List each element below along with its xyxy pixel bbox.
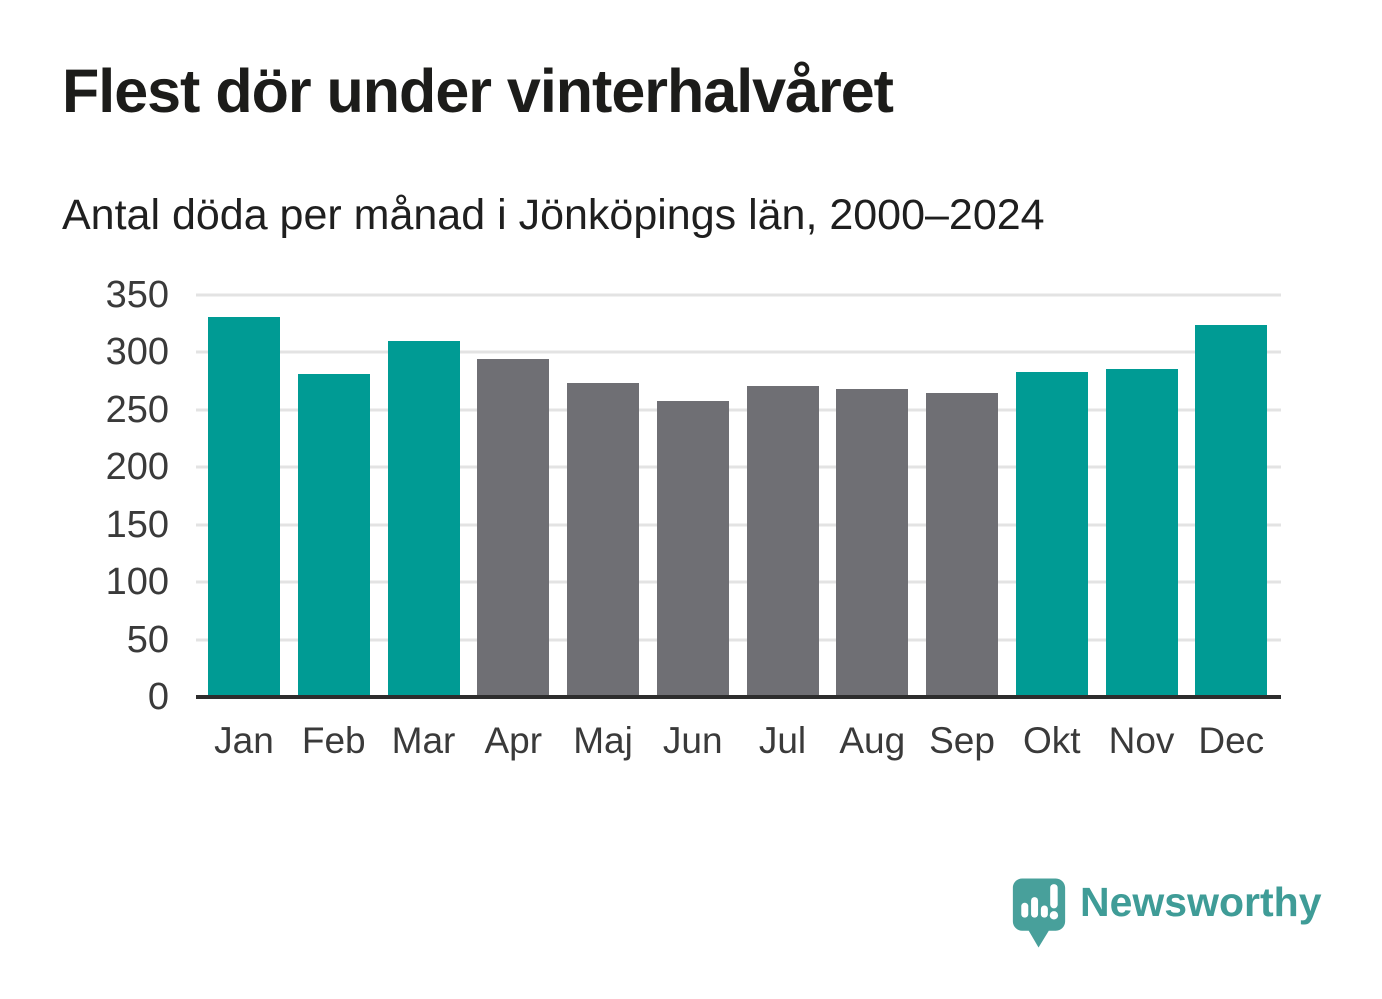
- bar-feb: [297, 374, 370, 697]
- y-axis-tick-label-200: 200: [105, 446, 169, 489]
- x-axis-tick-label-dec: Dec: [1198, 720, 1265, 761]
- newsworthy-speech-bubble-chart-icon: [1012, 878, 1066, 948]
- bar-jul: [746, 385, 819, 697]
- x-axis-labels: Jan Feb Mar Apr Maj Jun Jul Aug Sep Okt Nov Dec: [196, 295, 1281, 759]
- gridline-200: [196, 465, 1281, 469]
- bar-jan: [208, 316, 280, 697]
- y-axis-tick-label-250: 250: [105, 388, 169, 431]
- gridline-250: [196, 408, 1281, 412]
- x-axis-tick-label-jan: Jan: [214, 720, 274, 761]
- x-axis-tick-label-mar: Mar: [391, 720, 456, 761]
- x-axis-tick-label-feb: Feb: [301, 720, 366, 761]
- newsworthy-logo-text: Newsworthy: [1080, 879, 1322, 925]
- x-axis-tick-label-jun: Jun: [662, 720, 723, 761]
- y-axis-labels: 0 50 100 150 200 250 300 350: [106, 276, 1281, 716]
- y-axis-tick-label-0: 0: [147, 676, 169, 718]
- bar-jun: [656, 400, 729, 697]
- chart-title: Flest dör under vinterhalvåret: [62, 57, 894, 125]
- bar-mar: [387, 340, 460, 697]
- bar-nov: [1105, 368, 1178, 697]
- x-axis-line: [196, 695, 1281, 699]
- x-axis-tick-label-apr: Apr: [484, 720, 543, 761]
- chart-subtitle: Antal döda per månad i Jönköpings län, 2…: [62, 191, 1045, 239]
- y-axis-tick-label-350: 350: [105, 274, 169, 316]
- x-axis-tick-label-jul: Jul: [758, 720, 807, 761]
- x-axis-tick-label-aug: Aug: [839, 720, 906, 761]
- y-axis-tick-label-100: 100: [105, 561, 169, 604]
- y-axis-tick-label-150: 150: [105, 503, 169, 546]
- bar-chart-plot-area: 0 50 100 150 200 250 300 350 Jan Feb Mar Apr Maj Jun…: [106, 276, 1281, 759]
- y-axis-tick-label-300: 300: [105, 331, 169, 374]
- x-axis-tick-label-nov: Nov: [1108, 720, 1175, 761]
- newsworthy-logo[interactable]: Newsworthy: [1011, 876, 1322, 950]
- gridline-50: [196, 638, 1281, 642]
- bar-aug: [836, 389, 909, 697]
- bar-apr: [477, 359, 550, 697]
- gridline-150: [196, 523, 1281, 527]
- bar-okt: [1015, 371, 1088, 697]
- bar-maj: [567, 383, 639, 697]
- x-axis-tick-label-okt: Okt: [1022, 720, 1081, 761]
- gridline-100: [196, 580, 1281, 584]
- bar-sep: [926, 392, 998, 697]
- gridlines-layer: [196, 293, 1281, 697]
- bars-layer: [196, 295, 1281, 697]
- gridline-350: [196, 293, 1281, 297]
- y-axis-tick-label-50: 50: [126, 618, 169, 661]
- x-axis-tick-label-sep: Sep: [929, 720, 995, 761]
- bar-dec: [1195, 324, 1268, 697]
- gridline-300: [196, 350, 1281, 354]
- x-axis-tick-label-maj: Maj: [573, 720, 633, 761]
